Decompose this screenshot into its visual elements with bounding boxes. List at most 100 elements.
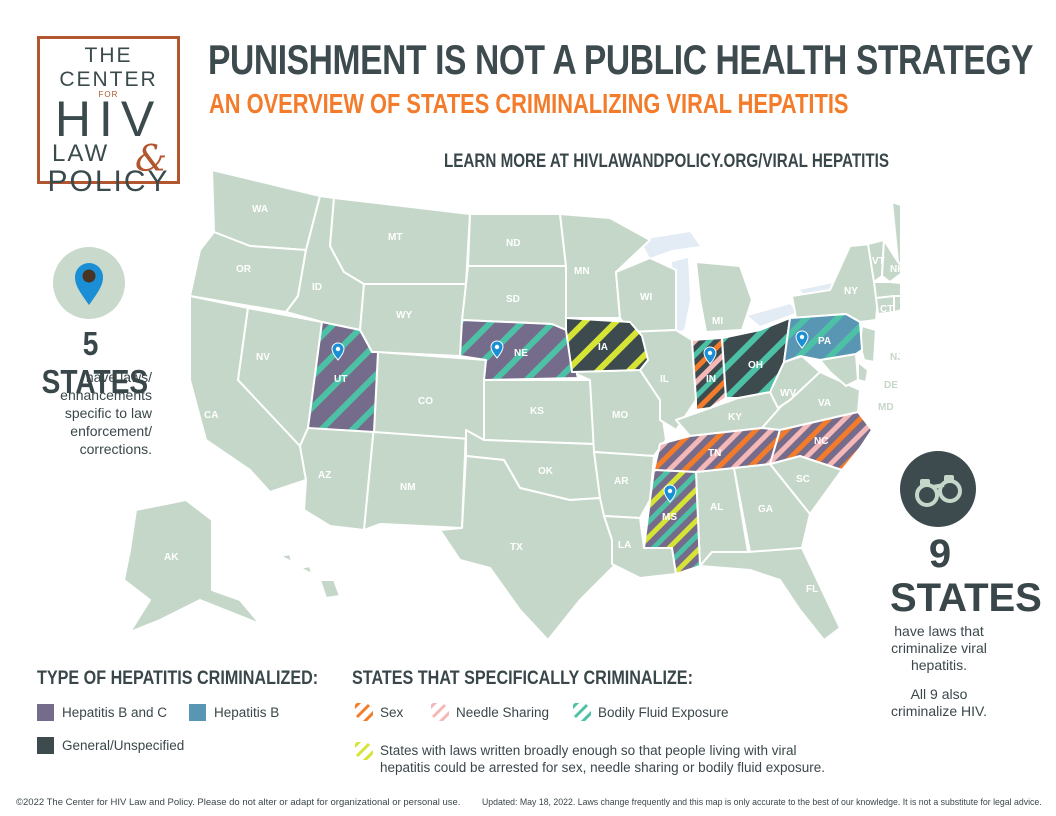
state-MA xyxy=(873,281,900,299)
svg-text:SC: SC xyxy=(796,474,810,485)
state-IA-highlight xyxy=(565,317,649,373)
right-stat-word: STATES xyxy=(890,576,1042,620)
svg-text:WV: WV xyxy=(780,388,796,399)
left-stat-text: have laws/ enhancements specific to law … xyxy=(60,369,152,457)
svg-text:NE: NE xyxy=(514,348,528,359)
svg-text:VT: VT xyxy=(872,256,885,267)
svg-text:MN: MN xyxy=(574,266,590,277)
map-pin-icon xyxy=(331,342,345,361)
svg-text:PA: PA xyxy=(818,336,831,347)
state-NY xyxy=(791,243,879,323)
svg-text:NH: NH xyxy=(890,264,900,275)
logo-line-4: LAW xyxy=(52,140,110,167)
logo-line-2: FOR xyxy=(98,90,119,99)
logo-line-5: POLICY xyxy=(47,165,170,198)
swatch-broad xyxy=(355,742,373,760)
state-OH-highlight xyxy=(721,317,791,399)
swatch-hep-bc xyxy=(37,704,54,721)
svg-text:WA: WA xyxy=(252,204,268,215)
svg-text:TN: TN xyxy=(708,448,721,459)
svg-text:DE: DE xyxy=(884,380,898,391)
legend-sex-label: Sex xyxy=(380,705,404,720)
svg-text:OR: OR xyxy=(236,264,252,275)
legend-broad-label: States with laws written broadly enough … xyxy=(380,743,826,775)
logo-line-1: THE CENTER xyxy=(59,44,158,91)
svg-text:AL: AL xyxy=(710,502,723,513)
state-PA-highlight xyxy=(783,313,863,363)
learn-more-link[interactable]: LEARN MORE AT HIVLAWANDPOLICY.ORG/VIRAL … xyxy=(444,151,890,172)
svg-text:UT: UT xyxy=(334,374,347,385)
svg-text:LA: LA xyxy=(618,540,631,551)
state-TX xyxy=(439,455,621,641)
svg-text:AZ: AZ xyxy=(318,470,331,481)
state-AK xyxy=(123,499,261,633)
state-MS-highlight xyxy=(643,469,701,575)
state-ME xyxy=(891,201,900,266)
svg-text:FL: FL xyxy=(806,584,818,595)
svg-text:NM: NM xyxy=(400,482,416,493)
svg-text:WY: WY xyxy=(396,310,412,321)
map-pin-icon xyxy=(663,484,677,503)
svg-text:AR: AR xyxy=(614,476,629,487)
svg-text:IL: IL xyxy=(660,374,669,385)
state-NM xyxy=(363,425,467,531)
svg-text:AK: AK xyxy=(164,552,179,563)
state-labels: WA OR CA NV ID MT WY UT CO AZ NM ND SD N… xyxy=(164,204,900,595)
left-stat-number: 5 STATES xyxy=(41,325,149,400)
us-map: WA OR CA NV ID MT WY UT CO AZ NM ND SD N… xyxy=(123,169,900,641)
logo: THE CENTER FOR HIV LAW & POLICY xyxy=(37,36,180,197)
right-stat: 9 STATES xyxy=(890,532,1042,620)
state-DE xyxy=(857,361,869,383)
svg-text:HI: HI xyxy=(298,582,308,593)
svg-text:CT: CT xyxy=(880,304,893,315)
svg-text:WI: WI xyxy=(640,292,652,303)
legend-general-label: General/Unspecified xyxy=(62,738,185,753)
svg-text:CO: CO xyxy=(418,396,433,407)
swatch-needle xyxy=(431,703,449,721)
footer-copyright: ©2022 The Center for HIV Law and Policy.… xyxy=(16,797,461,808)
state-HI xyxy=(279,553,341,599)
svg-text:MI: MI xyxy=(712,316,723,327)
legend-hep-bc-label: Hepatitis B and C xyxy=(62,705,168,720)
svg-text:SD: SD xyxy=(506,294,520,305)
svg-text:OK: OK xyxy=(538,466,554,477)
svg-text:NY: NY xyxy=(844,286,858,297)
legend-type-title: TYPE OF HEPATITIS CRIMINALIZED: xyxy=(37,668,319,689)
state-MI xyxy=(695,261,753,333)
page-title: PUNISHMENT IS NOT A PUBLIC HEALTH STRATE… xyxy=(208,36,1034,83)
map-pin-icon xyxy=(75,263,103,305)
logo-line-3: HIV xyxy=(54,91,163,147)
svg-text:MS: MS xyxy=(662,512,677,523)
law-enforcement-pins xyxy=(331,330,809,503)
svg-text:IN: IN xyxy=(706,374,716,385)
svg-text:CA: CA xyxy=(204,410,218,421)
state-NH xyxy=(881,239,900,283)
state-RI xyxy=(893,295,900,313)
svg-text:NV: NV xyxy=(256,352,270,363)
svg-text:NC: NC xyxy=(814,436,828,447)
svg-text:IA: IA xyxy=(598,342,608,353)
svg-text:KS: KS xyxy=(530,406,544,417)
svg-text:OH: OH xyxy=(748,360,763,371)
svg-text:ND: ND xyxy=(506,238,520,249)
handcuffs-badge xyxy=(900,451,976,527)
logo-ampersand: & xyxy=(134,139,167,180)
swatch-bodily xyxy=(573,703,591,721)
map-pin-icon xyxy=(703,346,717,365)
swatch-sex xyxy=(355,703,373,721)
swatch-general xyxy=(37,737,54,754)
handcuffs-icon xyxy=(915,475,962,507)
state-NE-highlight xyxy=(459,319,579,381)
svg-text:VA: VA xyxy=(818,398,831,409)
legend-bodily-label: Bodily Fluid Exposure xyxy=(598,705,729,720)
state-WY xyxy=(359,283,467,357)
footer-disclaimer: Updated: May 18, 2022. Laws change frequ… xyxy=(482,797,1042,808)
map-pin-icon xyxy=(795,330,809,349)
pin-badge xyxy=(53,247,125,319)
svg-text:MO: MO xyxy=(612,410,628,421)
legend-crim-title: STATES THAT SPECIFICALLY CRIMINALIZE: xyxy=(352,668,693,689)
state-NC-highlight xyxy=(769,411,873,471)
svg-text:ID: ID xyxy=(312,282,322,293)
svg-text:KY: KY xyxy=(728,412,742,423)
svg-text:MD: MD xyxy=(878,402,894,413)
